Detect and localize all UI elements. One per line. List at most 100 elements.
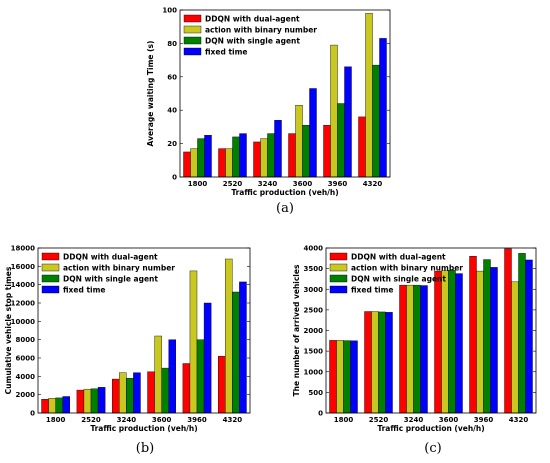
bar-a-s2-c5 <box>372 64 380 178</box>
legend-label: DQN with single agent <box>205 37 300 46</box>
bar-c-s1-c5 <box>511 281 519 414</box>
y-tick-label: 60 <box>167 73 177 81</box>
y-axis-label: Cumulative vehicle stop times <box>4 266 13 394</box>
bar-c-s2-c5 <box>518 253 526 414</box>
bar-b-s3-c3 <box>168 339 176 414</box>
legend-swatch <box>41 252 60 261</box>
bar-c-s2-c4 <box>483 259 491 414</box>
bar-c-s0-c4 <box>469 256 477 414</box>
legend-swatch <box>183 36 202 45</box>
y-tick-label: 2500 <box>304 306 324 314</box>
chart-panel-b: 0 2000 4000 6000 8000 10000 12000 14000 16000 180… <box>4 245 251 456</box>
bar-c-s1-c4 <box>476 270 484 414</box>
y-tick-label: 20 <box>167 140 177 148</box>
panel-caption: (a) <box>276 201 294 216</box>
x-tick-label: 2520 <box>81 416 101 424</box>
legend-label: fixed time <box>351 286 394 295</box>
bar-c-s0-c0 <box>329 340 337 414</box>
plot-area <box>326 248 536 413</box>
y-tick-label: 1000 <box>304 368 324 376</box>
y-tick-label: 3000 <box>304 286 324 294</box>
bar-c-s3-c4 <box>490 267 498 414</box>
bar-b-s1-c1 <box>83 388 92 414</box>
legend-swatch <box>183 25 202 34</box>
bar-c-s2-c0 <box>343 340 351 414</box>
y-tick-label: 3500 <box>304 265 324 273</box>
legend-swatch <box>329 252 348 261</box>
x-tick-label: 3960 <box>328 180 348 188</box>
plot-frame <box>37 247 251 414</box>
x-tick-label: 3240 <box>404 416 424 424</box>
x-tick-label: 1800 <box>46 416 66 424</box>
x-axis-label: Traffic production (veh/h) <box>377 424 484 433</box>
bar-b-s1-c4 <box>189 270 198 414</box>
bar-c-s1-c1 <box>371 311 379 414</box>
x-tick-label: 4320 <box>509 416 529 424</box>
bar-b-s1-c0 <box>48 398 56 414</box>
y-axis-label: Average waiting Time (s) <box>146 41 155 147</box>
plot-area <box>38 248 250 413</box>
legend-label: fixed time <box>63 286 106 295</box>
chart-panel-c: 0 500 1000 1500 2000 2500 3000 3500 4000 1800 2520… <box>292 245 537 456</box>
legend-label: action with binary number <box>205 26 317 35</box>
y-tick-label: 80 <box>167 40 177 48</box>
x-tick-label: 2520 <box>223 180 243 188</box>
x-tick-label: 4320 <box>223 416 243 424</box>
y-tick-label: 2000 <box>16 391 36 399</box>
bar-a-s2-c1 <box>232 136 240 178</box>
bar-c-s2-c1 <box>378 311 386 414</box>
x-tick-label: 3600 <box>152 416 172 424</box>
bar-a-s2-c4 <box>337 103 345 178</box>
y-tick-label: 4000 <box>304 245 324 253</box>
bar-b-s0-c1 <box>76 389 85 414</box>
x-tick-label: 3240 <box>117 416 137 424</box>
bar-b-s1-c3 <box>154 335 162 414</box>
legend-label: action with binary number <box>63 264 175 273</box>
y-tick-label: 18000 <box>11 245 35 253</box>
bar-c-s3-c0 <box>350 340 358 414</box>
y-tick-label: 500 <box>308 389 323 397</box>
bar-a-s2-c3 <box>302 125 310 178</box>
bar-b-s0-c5 <box>217 355 226 414</box>
bar-c-s3-c1 <box>385 312 393 414</box>
legend: DDQN with dual-agent action with binary n… <box>183 14 317 57</box>
bar-b-s1-c5 <box>225 258 233 414</box>
bar-b-s2-c2 <box>126 377 134 414</box>
bar-c-s3-c5 <box>525 259 533 414</box>
legend-swatch <box>183 14 202 23</box>
bar-a-s0-c1 <box>218 148 226 178</box>
legend-swatch <box>41 285 60 294</box>
bar-c-s0-c3 <box>434 270 442 414</box>
plot-frame <box>179 9 391 178</box>
legend: DDQN with dual-agent action with binary n… <box>329 252 463 295</box>
legend-label: action with binary number <box>351 264 463 273</box>
bar-a-s1-c3 <box>295 104 303 178</box>
bar-b-s1-c2 <box>119 372 127 414</box>
bar-b-s2-c1 <box>90 388 99 414</box>
bar-a-s1-c5 <box>365 13 373 178</box>
bar-a-s0-c5 <box>358 116 366 178</box>
legend-label: DDQN with dual-agent <box>351 253 446 262</box>
bar-c-s2-c3 <box>448 270 456 414</box>
bar-a-s0-c0 <box>183 151 191 178</box>
bar-b-s0-c2 <box>111 378 120 414</box>
bar-b-s0-c3 <box>147 371 155 414</box>
panel-caption: (c) <box>424 441 441 456</box>
x-tick-label: 2520 <box>369 416 389 424</box>
bar-a-s3-c3 <box>309 88 317 178</box>
bar-a-s3-c1 <box>239 133 247 178</box>
bar-c-s0-c2 <box>399 284 407 414</box>
x-tick-label: 3240 <box>258 180 278 188</box>
bar-b-s2-c4 <box>196 339 205 414</box>
y-tick-label: 1500 <box>304 348 324 356</box>
legend-label: DQN with single agent <box>351 275 446 284</box>
bar-c-s1-c3 <box>441 270 449 414</box>
x-axis-label: Traffic production (veh/h) <box>231 188 338 197</box>
legend: DDQN with dual-agent action with binary n… <box>41 252 175 295</box>
legend-swatch <box>41 263 60 272</box>
bar-c-s3-c3 <box>455 273 463 414</box>
y-tick-label: 6000 <box>16 355 36 363</box>
x-tick-label: 3960 <box>474 416 494 424</box>
panel-caption: (b) <box>136 441 154 456</box>
